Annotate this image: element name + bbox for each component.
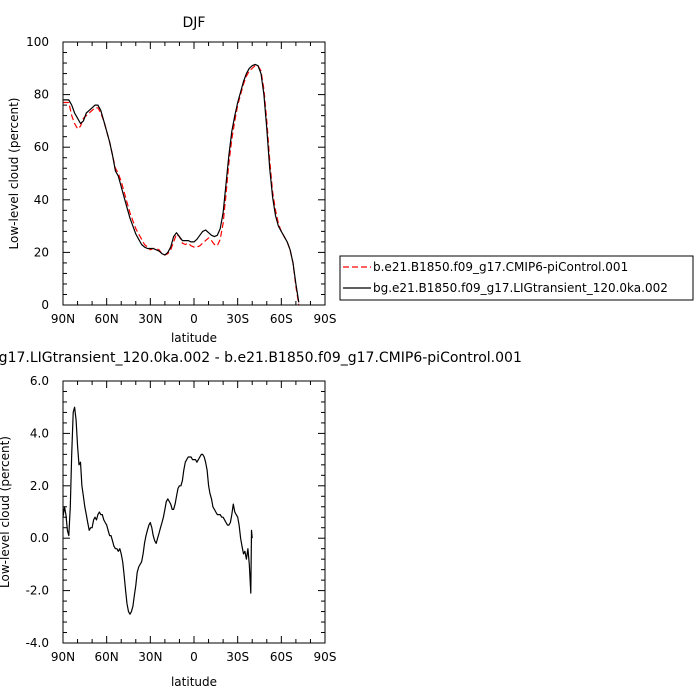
top-y-tick-label: 80 [34,88,49,102]
top-y-tick-label: 40 [34,193,49,207]
bottom-y-tick-label: -2.0 [26,584,49,598]
bottom-title: bg.e21.B1850.f09_g17.LIGtransient_120.0k… [0,350,522,366]
top-y-tick-label: 100 [26,35,49,49]
bottom-x-tick-label: 0 [190,650,198,664]
bottom-series-line-0 [62,406,253,615]
top-x-tick-label: 60S [270,312,293,326]
bottom-series-layer [62,406,253,615]
top-x-tick-label: 60N [95,312,119,326]
top-series-line-1 [63,63,300,303]
bottom-y-tick-label: -4.0 [26,636,49,650]
bottom-x-tick-label: 60S [270,650,293,664]
top-x-axis-label: latitude [171,331,217,345]
bottom-x-tick-label: 90S [314,650,337,664]
top-x-tick-label: 90S [314,312,337,326]
top-title: DJF [183,15,206,31]
bottom-panel: bg.e21.B1850.f09_g17.LIGtransient_120.0k… [0,350,522,689]
bottom-x-tick-label: 30S [226,650,249,664]
top-y-tick-label: 0 [41,298,49,312]
bottom-grid-ticks: 90N 60N 30N 0 30S 60S 90S -4.0 -2.0 0.0 2.0 4.0 6.0 [26,374,337,664]
bottom-x-tick-label: 30N [138,650,162,664]
top-x-tick-label: 30S [226,312,249,326]
bottom-plot-frame [62,380,326,644]
top-x-tick-label: 30N [138,312,162,326]
bottom-y-tick-label: 4.0 [30,426,49,440]
bottom-y-tick-label: 0.0 [30,531,49,545]
bottom-x-tick-label: 90N [51,650,75,664]
bottom-y-tick-label: 6.0 [30,374,49,388]
top-grid-ticks: 90N 60N 30N 0 30S 60S 90S 0 20 40 60 80 100 [26,35,336,326]
top-panel: DJF 90N 60N 30N 0 30S 60S 90S 0 20 40 60 80 100 lati… [7,15,336,345]
top-series-layer [63,63,300,306]
top-x-tick-label: 90N [51,312,75,326]
top-y-axis-label: Low-level cloud (percent) [7,98,21,250]
bottom-y-axis-label: Low-level cloud (percent) [0,436,12,588]
top-series-line-0 [63,65,300,306]
legend-label-lig: bg.e21.B1850.f09_g17.LIGtransient_120.0k… [373,281,668,295]
bottom-y-tick-label: 2.0 [30,479,49,493]
legend: b.e21.B1850.f09_g17.CMIP6-piControl.001 … [339,255,694,301]
top-plot-frame [62,41,326,306]
legend-box [339,255,694,301]
bottom-x-axis-label: latitude [171,675,217,689]
top-x-tick-label: 0 [190,312,198,326]
legend-label-control: b.e21.B1850.f09_g17.CMIP6-piControl.001 [373,260,628,274]
bottom-x-tick-label: 60N [95,650,119,664]
top-y-tick-label: 20 [34,245,49,259]
top-y-tick-label: 60 [34,140,49,154]
